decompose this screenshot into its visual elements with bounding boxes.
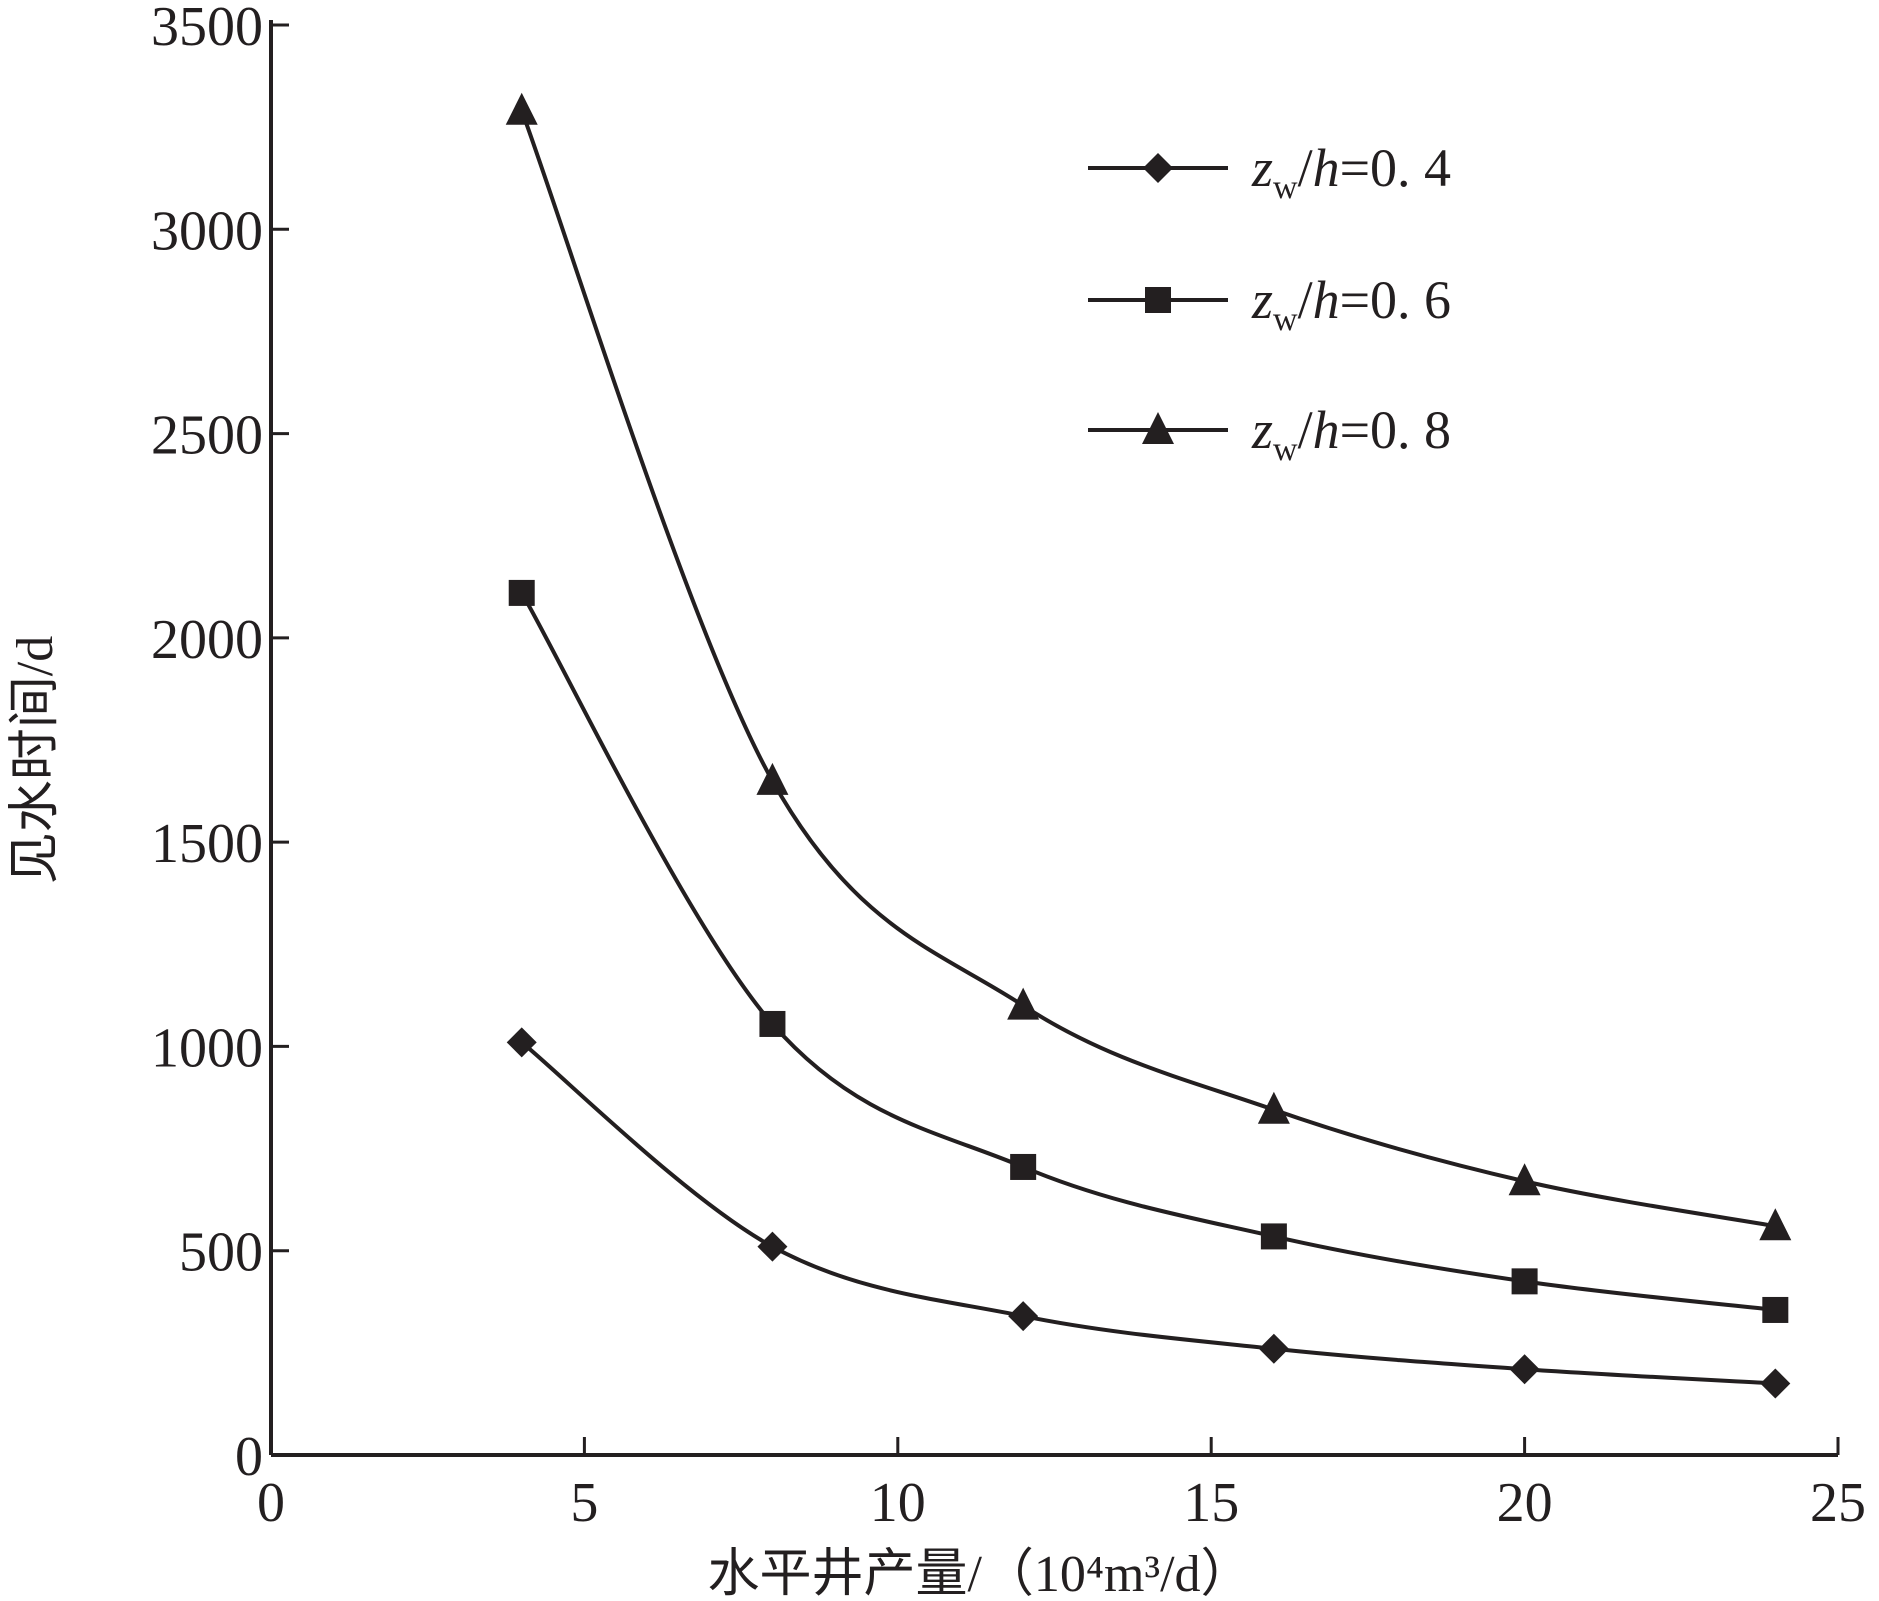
x-tick-label: 25 (1810, 1472, 1866, 1534)
series-line (520, 1040, 1776, 1386)
y-tick-label: 0 (235, 1426, 263, 1488)
axes (269, 20, 1838, 1457)
data-point-diamond (506, 1027, 537, 1058)
data-point-triangle (1257, 1091, 1290, 1124)
series-1 (506, 1027, 1791, 1399)
data-point-diamond (1258, 1333, 1289, 1364)
data-point-triangle (505, 92, 538, 125)
data-point-triangle (1508, 1163, 1541, 1196)
data-point-triangle (1007, 987, 1040, 1020)
data-point-square (1762, 1296, 1789, 1323)
y-tick-label: 2500 (151, 405, 263, 467)
data-point-square (1511, 1268, 1538, 1295)
y-tick-label: 1500 (151, 813, 263, 875)
series (505, 92, 1792, 1399)
data-point-square (1260, 1223, 1287, 1250)
y-tick-label: 500 (179, 1222, 263, 1284)
data-point-triangle (1759, 1208, 1792, 1241)
data-point-square (759, 1010, 786, 1037)
series-line (519, 110, 1776, 1229)
legend-marker-triangle (1142, 412, 1174, 444)
x-axis-title: 水平井产量/（10⁴m³/d） (707, 1546, 1252, 1601)
y-axis-title: 见水时间/d (7, 636, 64, 884)
y-tick-label: 1000 (151, 1017, 263, 1079)
y-tick-label: 3000 (151, 200, 263, 262)
data-point-diamond (757, 1231, 788, 1262)
legend-label: zw/h=0. 4 (1251, 138, 1451, 206)
data-point-square (508, 579, 535, 606)
data-point-diamond (1760, 1368, 1791, 1399)
ticks: 0 500 1000 1500 2000 2500 3000 3500 0 5 10 15 20 25 (151, 0, 1866, 1534)
data-point-square (1010, 1153, 1037, 1180)
x-tick-label: 0 (257, 1472, 285, 1534)
series-2 (508, 579, 1789, 1323)
legend-item: zw/h=0. 8 (1088, 400, 1451, 468)
data-point-triangle (756, 762, 789, 795)
legend: zw/h=0. 4 zw/h=0. 6 zw/h=0. 8 (1088, 138, 1451, 468)
x-tick-label: 10 (870, 1472, 926, 1534)
y-tick-label: 3500 (151, 0, 263, 58)
legend-marker-square (1145, 287, 1171, 313)
x-tick-label: 20 (1497, 1472, 1553, 1534)
legend-label: zw/h=0. 8 (1251, 400, 1451, 468)
x-tick-label: 5 (570, 1472, 598, 1534)
legend-marker-diamond (1143, 153, 1173, 183)
data-point-diamond (1509, 1354, 1540, 1385)
legend-label: zw/h=0. 6 (1251, 270, 1451, 338)
series-3 (505, 92, 1792, 1241)
legend-item: zw/h=0. 6 (1088, 270, 1451, 338)
legend-item: zw/h=0. 4 (1088, 138, 1451, 206)
y-tick-label: 2000 (151, 609, 263, 671)
data-point-diamond (1008, 1301, 1039, 1332)
x-tick-label: 15 (1183, 1472, 1239, 1534)
